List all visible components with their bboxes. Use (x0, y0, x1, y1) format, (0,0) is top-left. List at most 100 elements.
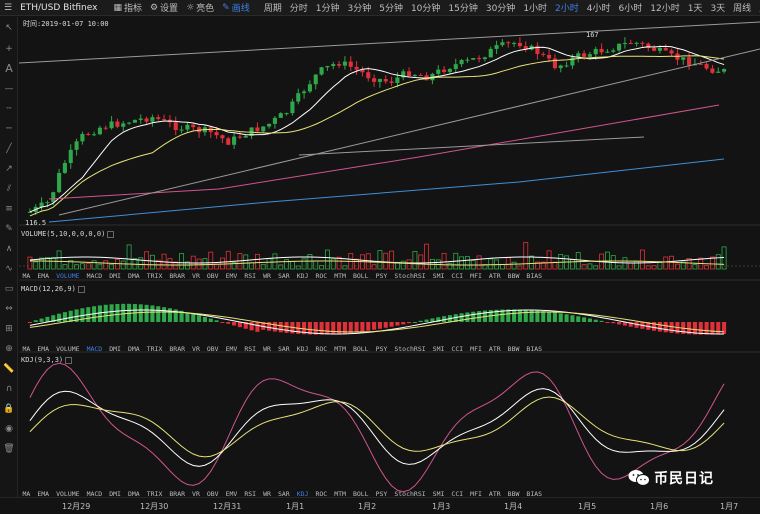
menu-icon[interactable]: ☰ (4, 2, 13, 13)
theme-button[interactable]: ☼ 亮色 (186, 2, 215, 15)
fib-icon[interactable]: ≡ (5, 204, 13, 214)
indicator-tab-ema[interactable]: EMA (37, 490, 50, 498)
indicator-tab-mtm[interactable]: MTM (334, 272, 346, 280)
indicator-tab-wr[interactable]: WR (263, 272, 271, 280)
indicator-tab-smi[interactable]: SMI (432, 490, 445, 498)
gann-icon[interactable]: ⊞ (5, 324, 13, 334)
indicator-tab-brar[interactable]: BRAR (169, 272, 186, 280)
indicator-tab-boll[interactable]: BOLL (352, 490, 369, 498)
pattern-icon[interactable]: ∧ (5, 244, 13, 254)
indicator-tab-brar[interactable]: BRAR (169, 490, 186, 498)
indicator-tab-volume[interactable]: VOLUME (56, 345, 80, 353)
indicator-tab-dma[interactable]: DMA (127, 345, 140, 353)
indicator-tab-roc[interactable]: ROC (315, 490, 328, 498)
indicator-tab-ema[interactable]: EMA (37, 272, 50, 280)
indicator-tab-vr[interactable]: VR (192, 272, 200, 280)
indicator-tab-kdj[interactable]: KDJ (296, 345, 309, 353)
indicator-tab-trix[interactable]: TRIX (146, 345, 163, 353)
settings-button[interactable]: ⚙ 设置 (149, 2, 179, 15)
chart-area[interactable]: 时间:2019-01-07 10:00 167 116.5 VOLUME(5,1… (19, 17, 760, 498)
indicator-tab-cci[interactable]: CCI (451, 490, 464, 498)
arrow-line-icon[interactable]: ↗ (5, 164, 13, 174)
trash-icon[interactable]: 🗑 (3, 444, 15, 454)
indicator-tab-ema[interactable]: EMA (37, 345, 50, 353)
indicator-tab-wr[interactable]: WR (263, 345, 271, 353)
indicator-tab-kdj[interactable]: KDJ (296, 272, 309, 280)
channel-icon[interactable]: ⫽ (6, 184, 11, 194)
indicator-tab-boll[interactable]: BOLL (352, 272, 369, 280)
zoom-icon[interactable]: ⊕ (5, 344, 13, 354)
indicator-tab-dma[interactable]: DMA (127, 490, 140, 498)
trend-line-icon[interactable]: ╱ (6, 144, 12, 154)
indicator-tab-volume[interactable]: VOLUME (56, 272, 80, 280)
magnet-icon[interactable]: ∩ (5, 384, 13, 394)
indicator-tab-dmi[interactable]: DMI (109, 272, 121, 280)
indicator-tab-emv[interactable]: EMV (225, 490, 238, 498)
indicator-tab-cci[interactable]: CCI (451, 272, 464, 280)
period-7[interactable]: 1小时 (523, 4, 548, 14)
period-11[interactable]: 12小时 (650, 4, 680, 14)
lock-icon[interactable]: 🔒 (3, 404, 15, 414)
indicator-tab-ma[interactable]: MA (22, 272, 31, 280)
rectangle-icon[interactable]: ▭ (4, 284, 14, 294)
pen-icon[interactable]: ✎ (5, 224, 13, 234)
indicator-tab-psy[interactable]: PSY (375, 345, 388, 353)
indicator-tab-ma[interactable]: MA (22, 345, 31, 353)
wave-icon[interactable]: ∿ (5, 264, 13, 274)
indicator-tab-emv[interactable]: EMV (225, 272, 238, 280)
indicator-tab-emv[interactable]: EMV (225, 345, 238, 353)
indicator-tab-smi[interactable]: SMI (432, 272, 445, 280)
symbol-title[interactable]: ETH/USD Bitfinex (20, 2, 98, 13)
indicator-tab-bbw[interactable]: BBW (507, 272, 520, 280)
period-2[interactable]: 3分钟 (347, 4, 372, 14)
period-13[interactable]: 3天 (710, 4, 726, 14)
indicator-tab-dma[interactable]: DMA (127, 272, 140, 280)
indicator-tab-psy[interactable]: PSY (375, 490, 388, 498)
period-6[interactable]: 30分钟 (485, 4, 516, 14)
indicator-tab-bias[interactable]: BIAS (526, 490, 543, 498)
indicator-tab-obv[interactable]: OBV (206, 490, 219, 498)
indicator-tab-mfi[interactable]: MFI (470, 272, 482, 280)
indicator-tab-macd[interactable]: MACD (86, 490, 103, 498)
indicator-tab-sar[interactable]: SAR (277, 490, 290, 498)
indicator-tab-brar[interactable]: BRAR (169, 345, 186, 353)
period-3[interactable]: 5分钟 (379, 4, 403, 14)
indicator-tab-sar[interactable]: SAR (277, 272, 290, 280)
cursor-icon[interactable]: ↖ (5, 23, 13, 33)
indicator-tab-bias[interactable]: BIAS (526, 345, 543, 353)
indicator-tab-dmi[interactable]: DMI (109, 345, 121, 353)
period-12[interactable]: 1天 (687, 4, 703, 14)
indicator-tab-bias[interactable]: BIAS (526, 272, 543, 280)
indicator-tab-bbw[interactable]: BBW (507, 345, 520, 353)
period-15[interactable]: 月线 (755, 1, 760, 14)
indicator-tab-volume[interactable]: VOLUME (56, 490, 80, 498)
indicator-tab-stochrsi[interactable]: StochRSI (394, 272, 426, 280)
indicator-tab-bbw[interactable]: BBW (507, 490, 520, 498)
period-0[interactable]: 分时 (289, 4, 308, 14)
indicator-tab-rsi[interactable]: RSI (244, 490, 257, 498)
indicator-tab-smi[interactable]: SMI (432, 345, 445, 353)
indicator-tab-obv[interactable]: OBV (206, 345, 219, 353)
indicator-tab-ma[interactable]: MA (22, 490, 31, 498)
period-8[interactable]: 2小时 (555, 4, 579, 14)
indicator-tab-atr[interactable]: ATR (488, 345, 501, 353)
period-9[interactable]: 4小时 (586, 4, 611, 14)
indicator-tab-wr[interactable]: WR (263, 490, 271, 498)
period-1[interactable]: 1分钟 (315, 4, 340, 14)
text-icon[interactable]: A (5, 62, 13, 75)
indicator-tab-psy[interactable]: PSY (375, 272, 388, 280)
indicator-tab-roc[interactable]: ROC (315, 345, 328, 353)
ray-line-icon[interactable]: ╌ (6, 104, 12, 114)
indicator-tab-trix[interactable]: TRIX (146, 272, 163, 280)
indicator-tab-mfi[interactable]: MFI (470, 345, 482, 353)
chart-canvas[interactable] (19, 17, 760, 497)
indicator-tab-macd[interactable]: MACD (86, 272, 103, 280)
draw-button[interactable]: ✎ 画线 (222, 2, 250, 15)
measure-icon[interactable]: ⇔ (5, 304, 13, 314)
indicator-tab-rsi[interactable]: RSI (244, 272, 257, 280)
indicator-tab-cci[interactable]: CCI (451, 345, 464, 353)
indicator-tab-mtm[interactable]: MTM (334, 490, 346, 498)
indicator-tab-atr[interactable]: ATR (488, 490, 501, 498)
horizontal-line-icon[interactable]: — (4, 84, 14, 94)
ruler-icon[interactable]: 📏 (3, 364, 15, 374)
